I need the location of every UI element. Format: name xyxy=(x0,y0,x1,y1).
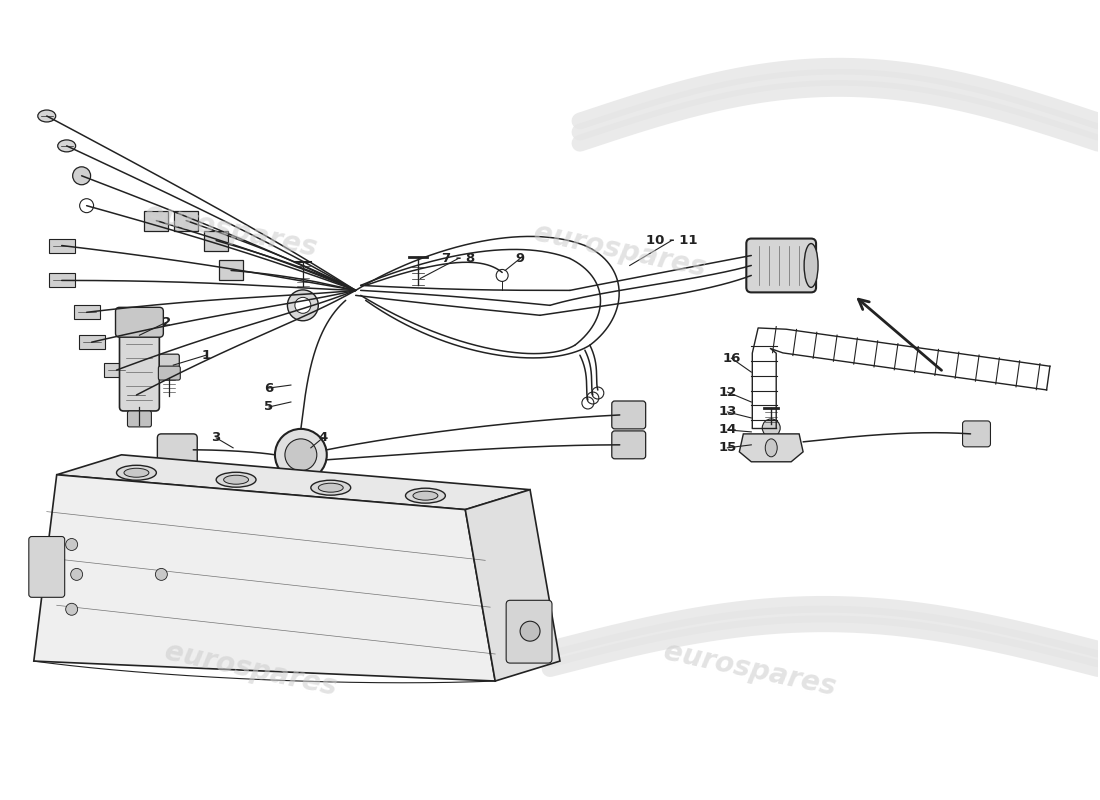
Ellipse shape xyxy=(124,468,148,478)
Ellipse shape xyxy=(406,488,446,503)
Ellipse shape xyxy=(412,491,438,500)
Text: 13: 13 xyxy=(718,406,737,418)
Ellipse shape xyxy=(766,439,778,457)
Text: 16: 16 xyxy=(723,352,740,365)
FancyBboxPatch shape xyxy=(120,326,160,411)
Text: 10 - 11: 10 - 11 xyxy=(646,234,697,247)
Text: 1: 1 xyxy=(201,349,211,362)
Text: 14: 14 xyxy=(718,423,737,436)
Text: eurospares: eurospares xyxy=(661,637,838,701)
Bar xyxy=(48,238,75,253)
Text: 5: 5 xyxy=(264,401,274,414)
Text: 9: 9 xyxy=(516,252,525,265)
Text: eurospares: eurospares xyxy=(142,198,320,262)
Bar xyxy=(48,274,75,287)
Bar xyxy=(144,210,168,230)
FancyBboxPatch shape xyxy=(962,421,990,447)
FancyBboxPatch shape xyxy=(612,401,646,429)
Circle shape xyxy=(287,290,318,321)
Bar xyxy=(103,363,130,377)
Polygon shape xyxy=(739,434,803,462)
FancyBboxPatch shape xyxy=(746,238,816,292)
Circle shape xyxy=(520,622,540,641)
Ellipse shape xyxy=(804,243,818,287)
FancyBboxPatch shape xyxy=(158,366,180,380)
Ellipse shape xyxy=(37,110,56,122)
Polygon shape xyxy=(465,490,560,681)
Ellipse shape xyxy=(318,483,343,492)
Polygon shape xyxy=(57,455,530,510)
FancyBboxPatch shape xyxy=(160,354,179,372)
Text: 12: 12 xyxy=(718,386,737,398)
Ellipse shape xyxy=(217,472,256,487)
Polygon shape xyxy=(34,474,495,681)
Text: 6: 6 xyxy=(264,382,274,394)
FancyBboxPatch shape xyxy=(157,434,197,466)
Ellipse shape xyxy=(311,480,351,495)
Bar xyxy=(205,230,228,250)
Text: 2: 2 xyxy=(162,316,170,329)
Text: 4: 4 xyxy=(318,431,328,444)
Ellipse shape xyxy=(117,466,156,480)
Ellipse shape xyxy=(223,475,249,484)
Circle shape xyxy=(285,439,317,470)
FancyBboxPatch shape xyxy=(128,411,152,427)
Text: eurospares: eurospares xyxy=(163,637,340,701)
FancyBboxPatch shape xyxy=(116,307,163,338)
Bar xyxy=(123,388,150,402)
Bar xyxy=(78,335,104,349)
Circle shape xyxy=(275,429,327,481)
Bar xyxy=(174,210,198,230)
Circle shape xyxy=(66,603,78,615)
Text: eurospares: eurospares xyxy=(531,218,708,282)
FancyBboxPatch shape xyxy=(29,537,65,598)
Circle shape xyxy=(66,538,78,550)
Circle shape xyxy=(762,419,780,437)
Circle shape xyxy=(73,167,90,185)
Circle shape xyxy=(70,569,82,580)
FancyBboxPatch shape xyxy=(612,431,646,458)
Text: 7 - 8: 7 - 8 xyxy=(442,252,475,265)
Ellipse shape xyxy=(57,140,76,152)
Text: 15: 15 xyxy=(718,442,737,454)
Circle shape xyxy=(155,569,167,580)
Bar xyxy=(219,261,243,281)
Circle shape xyxy=(295,298,311,314)
Text: 3: 3 xyxy=(211,431,221,444)
FancyBboxPatch shape xyxy=(506,600,552,663)
Bar xyxy=(74,306,100,319)
